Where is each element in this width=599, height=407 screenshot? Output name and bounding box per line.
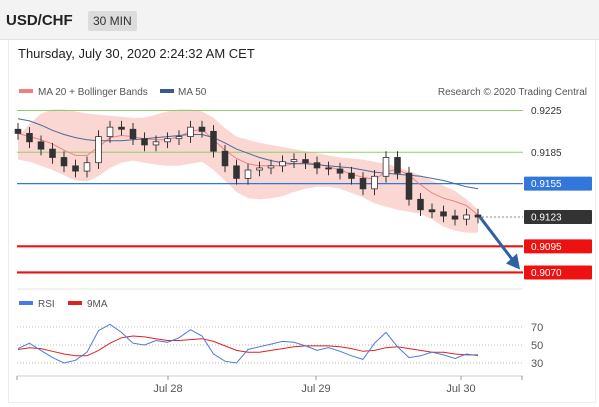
candle-body [348, 172, 355, 179]
ma50-line [17, 118, 479, 190]
level-label-bg-support-4 [524, 239, 592, 254]
candle-body [164, 138, 171, 143]
x-tick-label: Jul 30 [446, 383, 475, 395]
candle-body [336, 168, 344, 174]
ma20-legend-swatch [19, 89, 33, 93]
level-label-bg-current-3 [524, 210, 592, 225]
ma50-legend-label: MA 50 [178, 87, 207, 98]
level-label-resistance-1: 0.9185 [531, 148, 562, 159]
timeframe-badge[interactable]: 30 MIN [88, 11, 137, 31]
rsi-legend-swatch [19, 301, 33, 305]
rsi-ma-legend-label: 9MA [87, 299, 108, 310]
candle-body [394, 157, 401, 174]
candle-body [221, 150, 229, 167]
candle-body [95, 136, 102, 164]
rsi-tick-label-50: 50 [531, 340, 543, 352]
chart-panel [8, 40, 596, 403]
candle-body [428, 209, 436, 213]
candle-body [417, 198, 424, 211]
candle-body [244, 169, 252, 179]
level-labels: 0.9225 0.9185 0.9155 0.9123 0.9095 0.9070 [524, 106, 592, 280]
ma20-legend-label: MA 20 + Bollinger Bands [38, 87, 148, 98]
candle-body [359, 177, 367, 190]
candle-body [198, 126, 206, 132]
candle-body [210, 130, 217, 152]
candle-body [256, 167, 263, 171]
candle-body [405, 172, 413, 200]
candle-body [233, 165, 240, 179]
candle-body [152, 141, 160, 146]
candle-body [72, 165, 79, 172]
instrument-symbol: USD/CHF [6, 12, 73, 29]
ma50-legend-swatch [160, 89, 174, 93]
candle-body [451, 215, 459, 220]
candle-body [382, 157, 390, 177]
level-label-pivot-2: 0.9155 [531, 179, 562, 190]
candle-body [187, 126, 194, 137]
candle-body [37, 141, 45, 150]
candle-body [14, 128, 22, 134]
candle-body [325, 167, 332, 170]
rsi-line [17, 323, 479, 364]
candle-body [175, 136, 183, 140]
candle-body [106, 126, 114, 137]
rsi-ma-line [17, 335, 478, 357]
level-label-support-4: 0.9095 [531, 242, 562, 253]
candle-body [267, 165, 275, 169]
candle-body [83, 162, 91, 172]
candle-body [26, 133, 33, 143]
level-label-current-3: 0.9123 [531, 213, 562, 224]
research-credit: Research © 2020 Trading Central [438, 87, 587, 98]
candle-body [440, 211, 447, 217]
forecast-arrow-shaft [478, 216, 515, 262]
timestamp: Thursday, July 30, 2020 2:24:32 AM CET [18, 46, 255, 61]
candle-body [371, 175, 378, 190]
level-label-bg-pivot-2 [524, 176, 592, 191]
rsi-panel: 70 50 30 [17, 322, 543, 370]
candles [14, 120, 482, 226]
candle-body [279, 161, 286, 167]
rsi-ma-legend-swatch [68, 301, 82, 305]
rsi-legend-label: RSI [38, 299, 55, 310]
rsi-tick-label-70: 70 [531, 322, 543, 334]
candle-body [463, 214, 470, 220]
x-axis: Jul 28 Jul 29 Jul 30 [16, 376, 523, 395]
candle-body [60, 157, 68, 167]
candle-body [290, 159, 298, 163]
candle-body [118, 126, 125, 130]
candle-body [49, 148, 56, 158]
level-label-bg-support-5 [524, 265, 592, 280]
forecast-arrow [478, 216, 520, 270]
header-bar: USD/CHF 30 MIN [0, 0, 599, 40]
rsi-tick-label-30: 30 [531, 358, 543, 370]
level-label-resistance-0: 0.9225 [531, 106, 562, 117]
candle-body [302, 159, 309, 164]
candle-body [474, 214, 482, 218]
candle-body [141, 138, 148, 146]
candle-body [313, 162, 321, 169]
level-lines [17, 109, 523, 274]
x-tick-label: Jul 28 [153, 383, 182, 395]
x-tick-label: Jul 29 [301, 383, 330, 395]
level-label-support-5: 0.9070 [531, 268, 562, 279]
candle-body [129, 128, 137, 140]
forecast-arrow-head [506, 253, 520, 270]
